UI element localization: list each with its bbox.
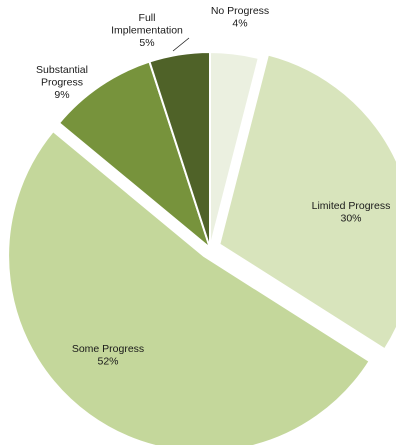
pie-slices: [7, 50, 396, 445]
leader-full-implementation: [172, 37, 190, 52]
label-substantial-progress: Substantial Progress 9%: [36, 64, 88, 101]
label-full-implementation: Full Implementation 5%: [111, 12, 183, 49]
slice-full-implementation: [148, 50, 211, 249]
label-some-progress: Some Progress 52%: [72, 343, 144, 368]
leader-lines: [172, 37, 190, 52]
slice-limited-progress: [218, 53, 396, 351]
slice-substantial-progress: [57, 60, 213, 251]
label-limited-progress: Limited Progress 30%: [312, 200, 391, 225]
slice-some-progress: [7, 129, 371, 445]
slice-labels: No Progress 4% Limited Progress 30% Some Pro…: [36, 5, 390, 368]
label-no-progress: No Progress 4%: [211, 5, 269, 30]
